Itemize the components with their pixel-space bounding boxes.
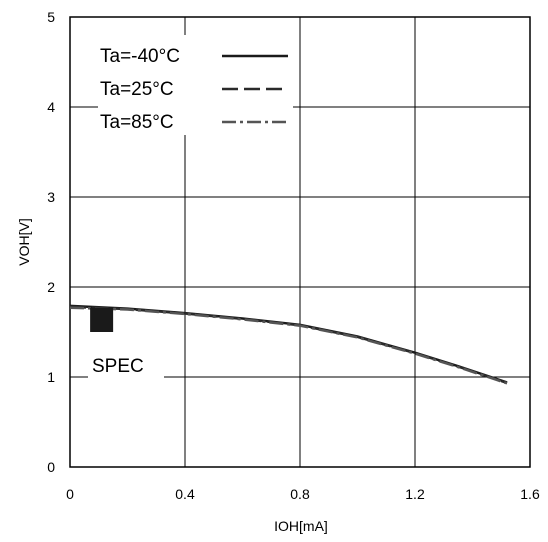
plot-frame xyxy=(69,16,531,468)
x-tick-labels: 0 0.4 0.8 1.2 1.6 xyxy=(66,486,540,502)
y-tick-label-1: 1 xyxy=(47,369,55,385)
spec-label: SPEC xyxy=(92,356,144,377)
y-tick-label-2: 2 xyxy=(47,279,55,295)
y-tick-label-0: 0 xyxy=(47,459,55,475)
x-tick-label-2: 0.8 xyxy=(290,486,310,502)
spec-annotation: SPEC xyxy=(88,307,164,378)
x-tick-label-3: 1.2 xyxy=(405,486,425,502)
x-axis-label: IOH[mA] xyxy=(274,518,328,534)
legend-label-2: Ta=25°C xyxy=(100,79,174,100)
x-tick-label-4: 1.6 xyxy=(520,486,540,502)
x-tick-label-1: 0.4 xyxy=(175,486,195,502)
series-line-3 xyxy=(69,306,508,385)
y-tick-labels: 0 1 2 3 4 5 xyxy=(47,9,55,475)
series-lines xyxy=(69,304,508,385)
spec-marker xyxy=(90,307,114,332)
legend-background xyxy=(98,35,293,135)
y-tick-label-4: 4 xyxy=(47,99,55,115)
y-tick-label-5: 5 xyxy=(47,9,55,25)
x-tick-label-0: 0 xyxy=(66,486,74,502)
legend: Ta=-40°C Ta=25°C Ta=85°C xyxy=(98,35,293,135)
y-axis-label: VOH[V] xyxy=(16,218,32,265)
plot-border xyxy=(69,16,531,468)
legend-label-1: Ta=-40°C xyxy=(100,46,180,67)
legend-label-3: Ta=85°C xyxy=(100,112,174,133)
spec-label-bg xyxy=(88,350,164,378)
y-tick-label-3: 3 xyxy=(47,189,55,205)
